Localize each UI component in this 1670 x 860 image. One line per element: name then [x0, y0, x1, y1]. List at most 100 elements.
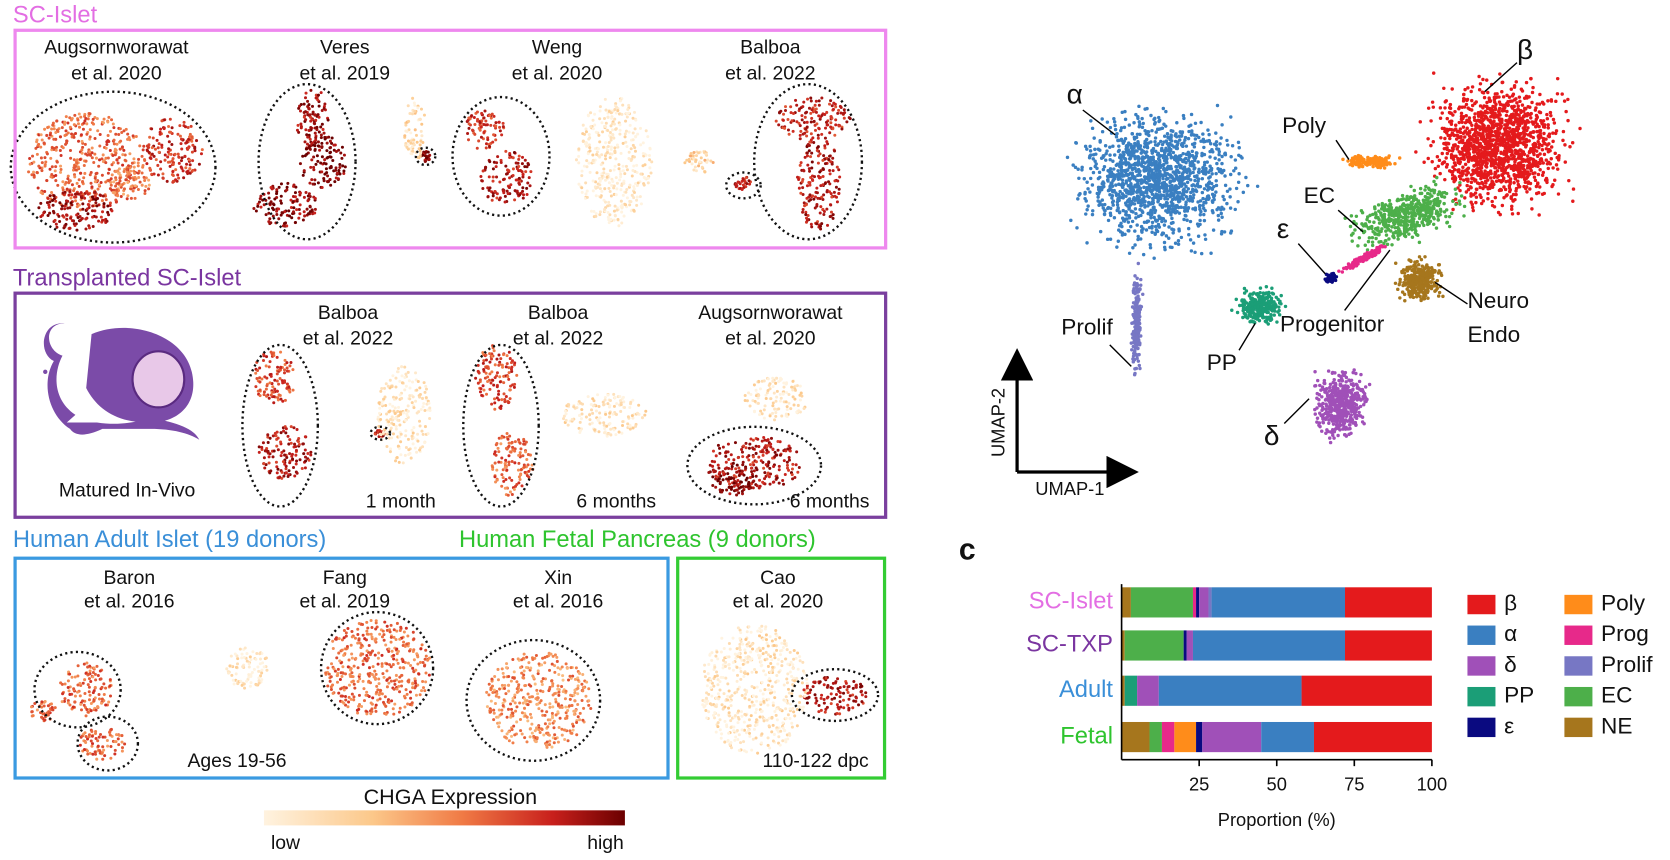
- cell-dot: [334, 637, 338, 641]
- cell-dot: [726, 442, 730, 446]
- cell-dot: [197, 162, 201, 166]
- cell-dot: [580, 408, 584, 412]
- cell-dot: [279, 365, 283, 369]
- cell-dot: [173, 152, 177, 156]
- cell-dot: [408, 703, 412, 707]
- cell-dot: [309, 88, 313, 92]
- cell-dot: [320, 170, 324, 174]
- cell-dot: [91, 670, 95, 675]
- cell-dot: [513, 382, 517, 386]
- cell-dot: [504, 395, 508, 399]
- cell-dot: [798, 107, 802, 111]
- cell-dot: [423, 657, 427, 661]
- cell-dot: [340, 156, 344, 160]
- cell-dot: [694, 154, 698, 158]
- cell-dot: [342, 628, 346, 632]
- cell-dot: [507, 730, 511, 734]
- cell-dot: [185, 140, 189, 144]
- cell-dot: [298, 203, 302, 207]
- cell-dot: [541, 677, 545, 681]
- cell-dot: [523, 470, 527, 474]
- cell-dot: [478, 390, 482, 394]
- cell-dot: [767, 475, 771, 479]
- cell-dot: [397, 446, 401, 450]
- cell-dot: [383, 620, 387, 624]
- cell-dot: [814, 99, 818, 103]
- cell-dot: [179, 137, 183, 141]
- cell-dot: [539, 699, 543, 703]
- cell-dot: [781, 479, 785, 483]
- cell-dot: [597, 430, 601, 434]
- cell-dot: [281, 381, 285, 385]
- cell-dot: [606, 144, 610, 149]
- cell-dot: [87, 677, 91, 681]
- cell-dot: [84, 227, 88, 231]
- cell-dot: [780, 664, 784, 668]
- cell-dot: [603, 427, 607, 431]
- cell-dot: [783, 126, 787, 130]
- cell-dot: [313, 197, 317, 201]
- cell-dot: [785, 405, 789, 409]
- cell-dot: [83, 142, 87, 146]
- cell-dot: [837, 191, 841, 195]
- cell-dot: [403, 453, 407, 457]
- cell-dot: [374, 672, 378, 676]
- cell-dot: [851, 686, 855, 690]
- cell-dot: [736, 721, 740, 725]
- cell-dot: [507, 185, 511, 189]
- cell-dot: [822, 193, 826, 197]
- cell-dot: [809, 138, 813, 142]
- cell-dot: [636, 132, 640, 136]
- cell-dot: [507, 371, 511, 375]
- cell-dot: [563, 717, 567, 721]
- cell-dot: [584, 415, 588, 419]
- cell-dot: [796, 667, 800, 671]
- cell-dot: [748, 463, 752, 467]
- cell-dot: [391, 404, 395, 408]
- cell-dot: [747, 641, 751, 645]
- cell-dot: [817, 103, 821, 107]
- cell-dot: [277, 382, 281, 386]
- cell-dot: [308, 181, 312, 185]
- cell-dot: [117, 733, 121, 737]
- cell-dot: [89, 679, 93, 683]
- cell-dot: [775, 376, 779, 380]
- cell-dot: [475, 110, 479, 114]
- cell-dot: [600, 153, 604, 157]
- cell-dot: [284, 467, 288, 471]
- cell-dot: [55, 119, 59, 123]
- cell-dot: [268, 471, 272, 475]
- cell-dot: [258, 388, 262, 392]
- cell-dot: [416, 380, 420, 384]
- cell-dot: [800, 681, 804, 685]
- cell-dot: [109, 744, 113, 749]
- cell-dot: [51, 123, 55, 127]
- cell-dot: [522, 652, 526, 656]
- cell-dot: [315, 125, 319, 129]
- cell-dot: [289, 205, 293, 209]
- cell-dot: [501, 121, 505, 125]
- cell-dot: [784, 699, 788, 703]
- cell-dot: [150, 172, 154, 176]
- cell-dot: [377, 682, 381, 686]
- cell-dot: [409, 696, 413, 700]
- cell-dot: [829, 702, 833, 706]
- cell-dot: [41, 192, 45, 196]
- cell-dot: [618, 170, 622, 174]
- cell-dot: [833, 133, 837, 137]
- cell-dot: [404, 372, 408, 376]
- cell-dot: [418, 386, 422, 390]
- cell-dot: [492, 383, 496, 387]
- cell-dot: [562, 417, 566, 421]
- cell-dot: [365, 649, 369, 653]
- cell-dot: [563, 697, 567, 701]
- cell-dot: [513, 198, 517, 202]
- cell-dot: [39, 133, 43, 137]
- cell-dot: [592, 399, 596, 403]
- cell-dot: [564, 711, 568, 715]
- cell-dot: [619, 175, 623, 179]
- cell-dot: [161, 172, 165, 176]
- cell-dot: [393, 406, 397, 410]
- cell-dot: [53, 706, 57, 710]
- cell-dot: [760, 439, 764, 443]
